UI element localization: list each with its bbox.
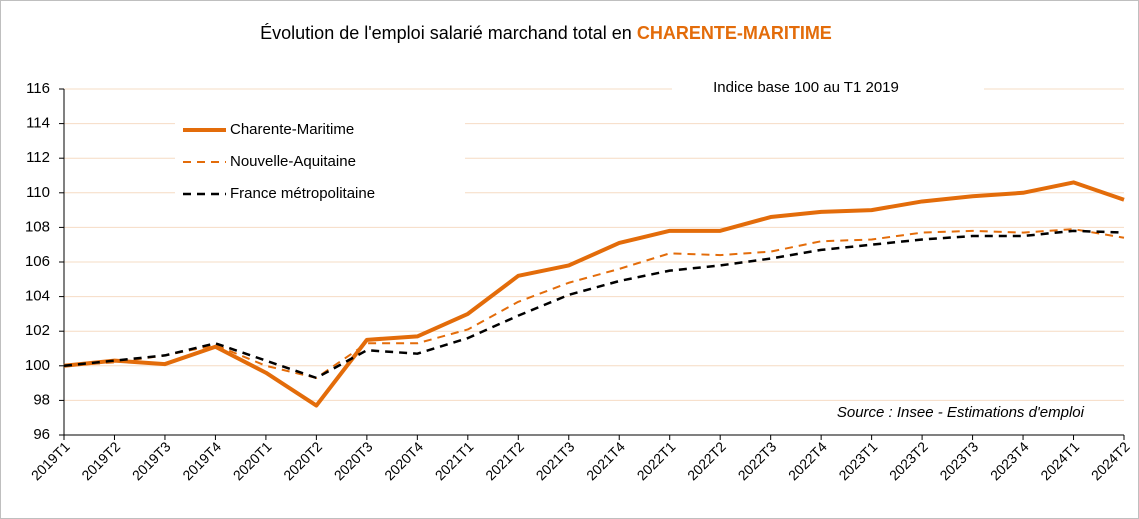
series-line [63, 180, 1125, 408]
legend-label: Charente-Maritime [230, 121, 354, 138]
y-tick-label: 108 [25, 218, 50, 235]
title-highlight: CHARENTE-MARITIME [637, 23, 832, 43]
y-tick-label: 110 [26, 184, 50, 201]
y-tick-label: 96 [33, 426, 50, 443]
chart-title: Évolution de l'emploi salarié marchand t… [260, 23, 832, 43]
series-line [63, 229, 1125, 380]
y-tick-label: 114 [26, 115, 50, 132]
subtitle-bg [672, 76, 984, 100]
legend-label: Nouvelle-Aquitaine [230, 153, 356, 170]
y-tick-label: 104 [25, 288, 50, 305]
source-bg [760, 401, 1090, 425]
y-tick-label: 106 [25, 253, 50, 270]
y-tick-label: 102 [25, 322, 50, 339]
legend-label: France métropolitaine [230, 185, 375, 202]
legend-bg [175, 116, 465, 216]
title-main: Évolution de l'emploi salarié marchand t… [260, 23, 632, 43]
source: Source : Insee - Estimations d'emploi [837, 404, 1085, 421]
series-line [63, 228, 1125, 379]
y-tick-label: 116 [26, 80, 50, 97]
y-tick-label: 98 [33, 391, 50, 408]
subtitle: Indice base 100 au T1 2019 [713, 79, 899, 96]
y-tick-label: 112 [26, 149, 50, 166]
y-tick-label: 100 [25, 357, 50, 374]
